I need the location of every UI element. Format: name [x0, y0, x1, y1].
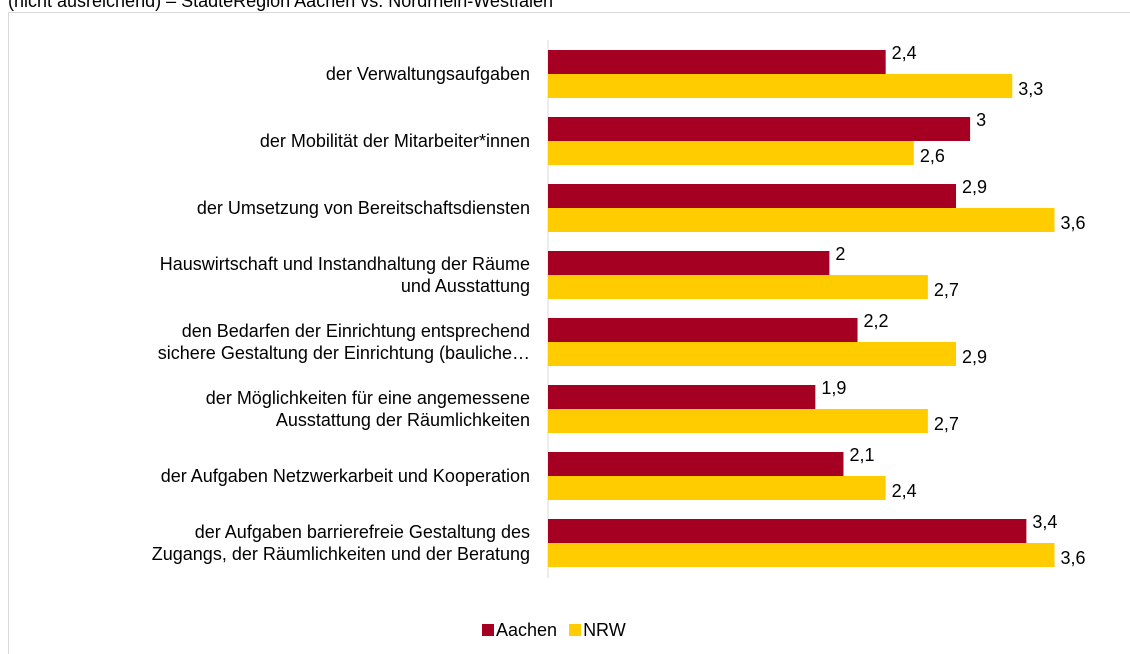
bar — [548, 251, 830, 275]
category-label: der Aufgaben barrierefreie Gestaltung de… — [151, 522, 530, 564]
category-label: den Bedarfen der Einrichtung entsprechen… — [157, 321, 530, 363]
category-label: der Verwaltungsaufgaben — [325, 64, 530, 84]
bar — [548, 50, 886, 74]
bar — [548, 318, 858, 342]
value-label: 3,3 — [1018, 79, 1043, 99]
category-label: der Aufgaben Netzwerkarbeit und Kooperat… — [160, 466, 530, 486]
value-label: 2,7 — [934, 414, 959, 434]
bar — [548, 543, 1055, 567]
category-label: der Mobilität der Mitarbeiter*innen — [259, 131, 530, 151]
bar — [548, 208, 1055, 232]
legend-label: NRW — [583, 620, 626, 640]
legend-swatch — [482, 624, 494, 636]
bar — [548, 409, 928, 433]
value-label: 3,4 — [1032, 512, 1057, 532]
category-label: Hauswirtschaft und Instandhaltung der Rä… — [159, 254, 530, 296]
bar — [548, 74, 1013, 98]
bar — [548, 184, 957, 208]
value-label: 2 — [835, 244, 845, 264]
category-label: der Umsetzung von Bereitschaftsdiensten — [196, 198, 530, 218]
value-label: 3,6 — [1061, 213, 1086, 233]
value-label: 2,2 — [864, 311, 889, 331]
value-label: 1,9 — [821, 378, 846, 398]
bar — [548, 452, 844, 476]
value-label: 2,4 — [892, 481, 917, 501]
legend-label: Aachen — [496, 620, 557, 640]
bar — [548, 385, 816, 409]
legend-swatch — [569, 624, 582, 636]
chart-border — [8, 12, 1130, 654]
value-label: 3 — [976, 110, 986, 130]
bar — [548, 275, 928, 299]
value-label: 3,6 — [1061, 548, 1086, 568]
bar — [548, 141, 914, 165]
chart-title: (nicht ausreichend) – StädteRegion Aache… — [8, 0, 553, 11]
bar — [548, 342, 957, 366]
category-label: der Möglichkeiten für eine angemessene A… — [205, 388, 530, 430]
bar — [548, 476, 886, 500]
bar — [548, 519, 1027, 543]
value-label: 2,7 — [934, 280, 959, 300]
value-label: 2,1 — [849, 445, 874, 465]
value-label: 2,9 — [962, 347, 987, 367]
value-label: 2,4 — [892, 43, 917, 63]
value-label: 2,9 — [962, 177, 987, 197]
bar — [548, 117, 971, 141]
value-label: 2,6 — [920, 146, 945, 166]
